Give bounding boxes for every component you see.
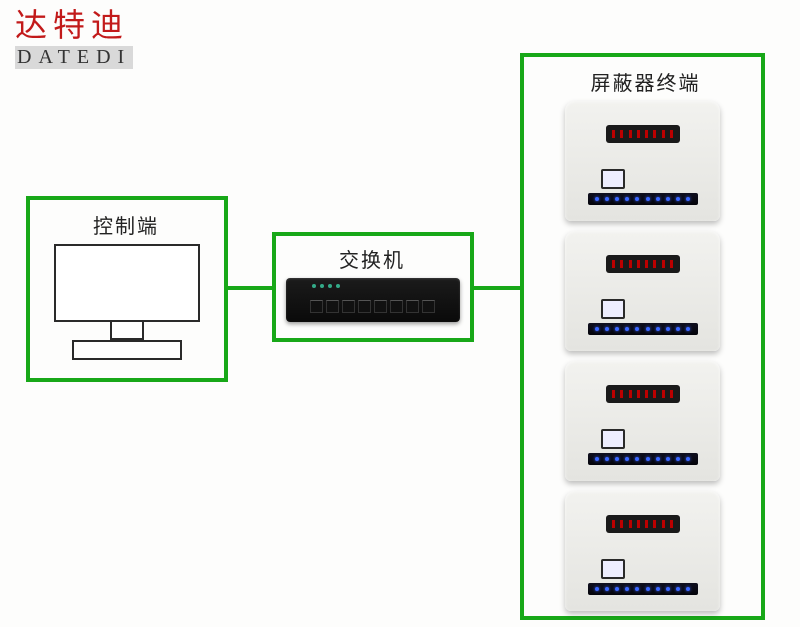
brand-logo: 达特迪 DATEDI	[15, 0, 133, 69]
jammer-device	[565, 491, 720, 611]
brand-name-cn: 达特迪	[15, 0, 133, 46]
switch-port	[310, 300, 323, 313]
jammer-led-strip	[588, 323, 698, 335]
jammer-led-strip	[588, 193, 698, 205]
jammer-indicator-panel	[606, 125, 680, 143]
switch-label: 交换机	[339, 244, 405, 273]
jammer-screen-icon	[601, 299, 625, 319]
switch-ports	[310, 300, 435, 313]
jammer-device	[565, 231, 720, 351]
monitor-neck-icon	[110, 322, 144, 340]
switch-port	[342, 300, 355, 313]
jammer-screen-icon	[601, 429, 625, 449]
connector-line	[474, 286, 520, 290]
jammer-indicator-panel	[606, 385, 680, 403]
switch-port	[374, 300, 387, 313]
switch-port	[422, 300, 435, 313]
switch-port	[390, 300, 403, 313]
monitor-base-icon	[72, 340, 182, 360]
jammer-led-strip	[588, 583, 698, 595]
jammer-screen-icon	[601, 169, 625, 189]
jammer-indicator-panel	[606, 515, 680, 533]
brand-name-en: DATEDI	[15, 46, 133, 69]
jammer-led-strip	[588, 453, 698, 465]
switch-device-icon	[286, 278, 460, 322]
jammer-device	[565, 101, 720, 221]
terminal-label: 屏蔽器终端	[591, 67, 701, 96]
control-label: 控制端	[93, 210, 159, 239]
jammer-indicator-panel	[606, 255, 680, 273]
jammer-screen-icon	[601, 559, 625, 579]
switch-port	[406, 300, 419, 313]
switch-port	[326, 300, 339, 313]
jammer-device	[565, 361, 720, 481]
switch-led-icon	[312, 284, 316, 288]
switch-led-icon	[328, 284, 332, 288]
diagram-canvas: 达特迪 DATEDI 控制端 交换机 屏蔽器终端	[0, 0, 800, 627]
connector-line	[228, 286, 272, 290]
switch-led-icon	[336, 284, 340, 288]
switch-led-icon	[320, 284, 324, 288]
switch-port	[358, 300, 371, 313]
monitor-icon	[54, 244, 200, 322]
